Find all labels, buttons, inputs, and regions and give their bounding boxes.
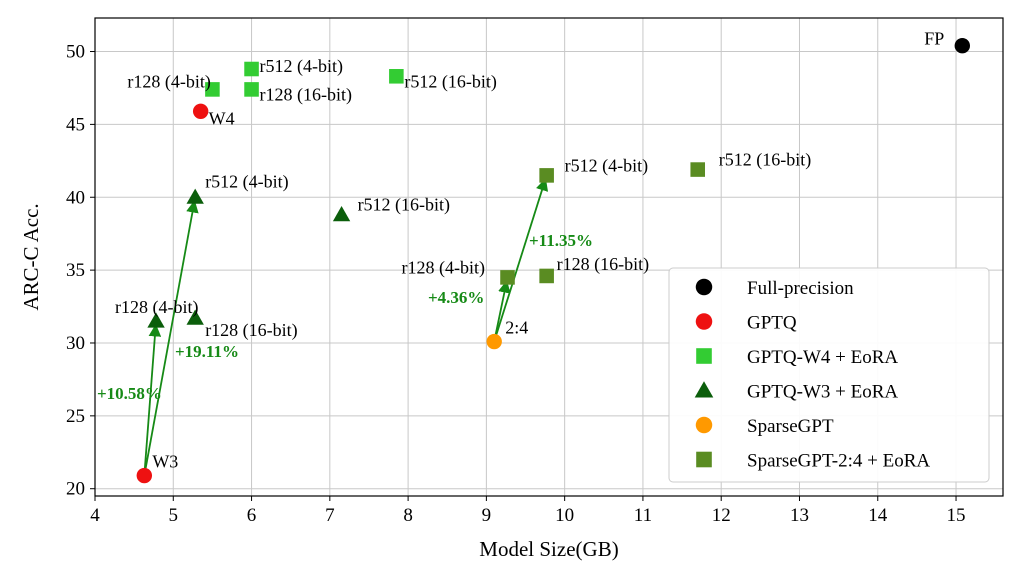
y-axis-title: ARC-C Acc. [19, 203, 43, 310]
improvement-arrow [493, 280, 511, 342]
data-point [954, 37, 970, 54]
data-point [332, 206, 351, 222]
point-label: r128 (4-bit) [115, 297, 198, 318]
data-point [244, 61, 259, 77]
data-point [136, 467, 153, 484]
legend-marker [695, 278, 713, 296]
point-label: r128 (4-bit) [127, 71, 210, 92]
data-point [244, 82, 259, 97]
improvement-label: +19.11% [175, 342, 239, 361]
point-label: W3 [152, 452, 178, 472]
data-point [690, 162, 706, 177]
x-tick-label: 11 [634, 505, 652, 526]
plot-frame [94, 17, 1004, 497]
point-label: r128 (16-bit) [205, 320, 297, 341]
data-point [186, 188, 204, 204]
point-label: r512 (4-bit) [205, 171, 288, 192]
point-label: W4 [209, 108, 235, 128]
y-tick-label: 30 [66, 333, 85, 354]
data-point [486, 333, 502, 350]
improvement-label: +10.58% [97, 384, 162, 403]
point-label: r128 (4-bit) [402, 257, 485, 278]
point-label: r512 (16-bit) [358, 195, 450, 216]
x-tick-label: 7 [325, 505, 335, 526]
y-tick-label: 20 [66, 479, 85, 500]
point-label: r512 (16-bit) [719, 150, 811, 171]
legend-label: Full-precision [747, 278, 854, 299]
x-tick-label: 8 [403, 505, 413, 526]
point-label: r512 (4-bit) [565, 155, 648, 176]
data-point [389, 69, 404, 84]
data-point [539, 268, 554, 284]
legend: Full-precision GPTQ GPTQ-W4 + EoRA GPTQ-W3 … [668, 267, 990, 483]
x-tick-label: 9 [482, 505, 492, 526]
x-tick-label: 10 [555, 505, 574, 526]
legend-label: GPTQ [747, 313, 797, 334]
point-label: FP [924, 29, 944, 49]
improvement-arrows [143, 178, 549, 476]
data-point [539, 168, 554, 183]
legend-box [668, 267, 990, 483]
point-labels: +10.58% +19.11% +4.36% +11.35% FP W4 W3 r128 (4… [97, 29, 944, 472]
x-tick-label: 13 [790, 505, 809, 526]
improvement-arrow [493, 178, 549, 342]
data-point [500, 270, 515, 285]
data-points [136, 37, 970, 484]
legend-marker [695, 416, 713, 434]
improvement-arrow [143, 323, 162, 476]
x-axis-title: Model Size(GB) [479, 537, 618, 561]
legend-label: GPTQ-W3 + EoRA [747, 382, 898, 403]
legend-label: SparseGPT [747, 416, 834, 437]
y-tick-label: 25 [66, 406, 85, 427]
y-tick-label: 40 [66, 187, 85, 208]
x-tick-label: 12 [712, 505, 731, 526]
data-point [205, 82, 220, 97]
y-tick-label: 50 [66, 42, 85, 63]
data-point [147, 312, 165, 328]
improvement-arrow [143, 199, 199, 476]
point-label: r128 (16-bit) [260, 84, 352, 105]
point-label: r128 (16-bit) [557, 254, 649, 275]
legend-marker [695, 313, 713, 330]
x-tick-label: 6 [247, 505, 257, 526]
x-tick-label: 15 [947, 505, 966, 526]
y-tick-label: 35 [66, 260, 85, 281]
y-tick-label: 45 [66, 114, 85, 135]
point-label: r512 (4-bit) [260, 56, 343, 77]
x-tick-label: 4 [90, 505, 100, 526]
improvement-label: +11.35% [529, 231, 593, 250]
legend-label: SparseGPT-2:4 + EoRA [747, 451, 930, 472]
data-point [192, 103, 209, 119]
x-tick-label: 14 [868, 505, 888, 526]
data-point [186, 309, 204, 325]
legend-marker [694, 381, 714, 398]
legend-marker [696, 348, 712, 364]
point-label: r512 (16-bit) [404, 71, 496, 92]
legend-marker [696, 451, 712, 468]
legend-label: GPTQ-W4 + EoRA [747, 347, 898, 368]
improvement-label: +4.36% [428, 288, 484, 307]
point-label: 2:4 [505, 318, 528, 338]
x-tick-label: 5 [169, 505, 179, 526]
